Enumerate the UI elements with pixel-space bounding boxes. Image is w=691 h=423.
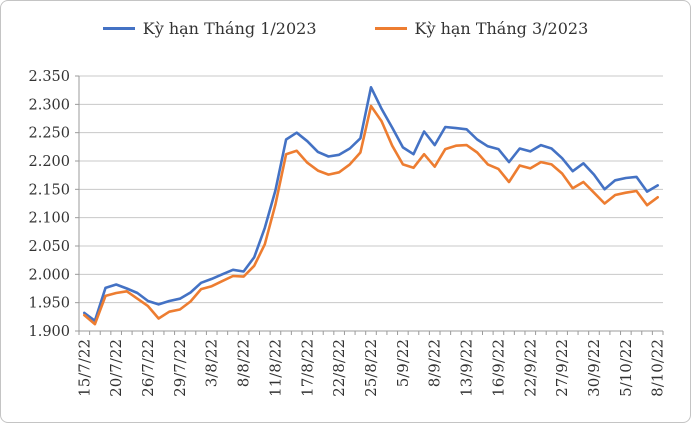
legend-item-series-2: Kỳ hạn Tháng 3/2023 [374,19,589,38]
x-axis-label: 30/9/22 [585,339,603,397]
x-axis-label: 13/9/22 [458,339,476,397]
y-axis-label: 1.950 [28,296,70,312]
x-axis-label: 3/8/22 [203,339,221,387]
x-axis-label: 22/8/22 [330,339,348,397]
x-axis-label: 8/10/22 [649,339,667,397]
legend-item-series-1: Kỳ hạn Tháng 1/2023 [102,19,317,38]
y-axis-label: 2.350 [28,69,70,85]
x-axis-label: 11/8/22 [266,339,284,397]
x-axis-label: 17/8/22 [298,339,316,397]
legend-line-swatch-series-1 [102,27,135,30]
x-axis-label: 15/7/22 [75,339,93,397]
y-axis-label: 1.900 [28,324,70,340]
x-axis-label: 8/9/22 [426,339,444,387]
y-axis-label: 2.150 [28,182,70,198]
x-axis-label: 8/8/22 [235,339,253,387]
x-axis-label: 22/9/22 [521,339,539,397]
y-axis-label: 2.050 [28,239,70,255]
x-axis-label: 26/7/22 [139,339,157,397]
series-line-1 [83,86,660,323]
x-axis-label: 20/7/22 [107,339,125,397]
series-line-2 [83,104,660,326]
legend-label-series-2: Kỳ hạn Tháng 3/2023 [414,19,589,38]
x-axis-label: 5/9/22 [394,339,412,387]
x-axis-label: 5/10/22 [617,339,635,397]
y-axis-label: 2.200 [28,154,70,170]
legend: Kỳ hạn Tháng 1/2023 Kỳ hạn Tháng 3/2023 [1,19,690,38]
legend-label-series-1: Kỳ hạn Tháng 1/2023 [142,19,317,38]
x-axis-label: 29/7/22 [171,339,189,397]
x-axis-label: 16/9/22 [489,339,507,397]
x-axis-label: 25/8/22 [362,339,380,397]
x-axis-label: 27/9/22 [553,339,571,397]
y-axis-label: 2.000 [28,267,70,283]
y-axis-label: 2.300 [28,97,70,113]
y-axis-label: 2.100 [28,211,70,227]
legend-line-swatch-series-2 [374,27,407,30]
y-axis-label: 2.250 [28,126,70,142]
